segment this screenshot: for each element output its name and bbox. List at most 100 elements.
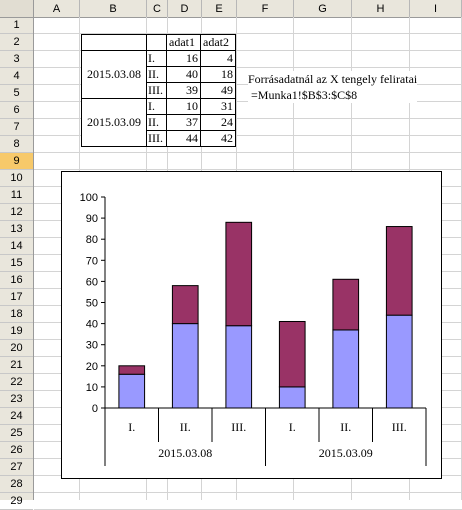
y-tick-label: 50 [86,298,98,310]
row-header-1[interactable]: 1 [0,17,33,34]
column-header-h[interactable]: H [352,0,410,17]
column-header-i[interactable]: I [410,0,462,17]
grid-line-horizontal [34,50,462,51]
value-cell[interactable]: 49 [200,82,236,99]
bar-segment-series-2 [225,221,253,327]
row-header-20[interactable]: 20 [0,340,33,357]
column-header-e[interactable]: E [202,0,237,17]
note-line-2: =Munka1!$B$3:$C$8 [251,88,358,102]
table-corner-cell[interactable] [146,34,167,51]
grid-line-horizontal [34,67,462,68]
header-adat1[interactable]: adat1 [166,34,201,51]
x-category-label: III. [392,420,407,434]
row-header-28[interactable]: 28 [0,476,33,493]
grid-line-horizontal [34,492,462,493]
value-cell[interactable]: 42 [200,130,236,147]
note-line-1: Forrásadatnál az X tengely feliratai [248,72,418,86]
row-header-19[interactable]: 19 [0,323,33,340]
x-category-label: III. [231,420,246,434]
y-tick-label: 40 [86,319,98,331]
row-header-5[interactable]: 5 [0,85,33,102]
row-header-26[interactable]: 26 [0,442,33,459]
row-header-24[interactable]: 24 [0,408,33,425]
row-header-21[interactable]: 21 [0,357,33,374]
row-header-16[interactable]: 16 [0,272,33,289]
row-header-4[interactable]: 4 [0,68,33,85]
value-cell[interactable]: 37 [166,114,201,131]
note-text[interactable]: Forrásadatnál az X tengely feliratai =Mu… [248,71,418,103]
bar-segment-series-2 [385,226,413,316]
y-tick-label: 20 [86,361,98,373]
row-header-8[interactable]: 8 [0,136,33,153]
label-cell[interactable]: II. [146,114,167,131]
label-cell[interactable]: II. [146,66,167,83]
x-category-label: II. [340,420,351,434]
bar-segment-series-2 [171,285,199,325]
chart-plot: 0 10 20 30 40 50 60 70 80 90 100 I. II. III. I. II. III.… [80,192,427,466]
grid-line-horizontal [34,33,462,34]
y-tick-label: 10 [86,382,98,394]
row-header-14[interactable]: 14 [0,238,33,255]
row-header-27[interactable]: 27 [0,459,33,476]
date-cell[interactable]: 2015.03.09 [81,98,147,147]
x-category-label: II. [180,420,191,434]
data-table: adat1 adat2 2015.03.08 I. 16 4 II. 40 18… [81,34,236,147]
row-header-23[interactable]: 23 [0,391,33,408]
row-header-22[interactable]: 22 [0,374,33,391]
value-cell[interactable]: 4 [200,50,236,67]
row-header-12[interactable]: 12 [0,204,33,221]
bar-segment-series-1 [118,373,146,409]
column-header-g[interactable]: G [294,0,352,17]
y-tick-label: 30 [86,340,98,352]
date-cell[interactable]: 2015.03.08 [81,50,147,99]
y-tick-label: 100 [80,192,98,204]
row-header-2[interactable]: 2 [0,34,33,51]
row-header-18[interactable]: 18 [0,306,33,323]
value-cell[interactable]: 44 [166,130,201,147]
label-cell[interactable]: I. [146,50,167,67]
row-header-3[interactable]: 3 [0,51,33,68]
y-tick-label: 70 [86,255,98,267]
bar-segment-series-1 [278,386,306,409]
row-header-9[interactable]: 9 [0,153,33,170]
row-header-11[interactable]: 11 [0,187,33,204]
bar-segment-series-2 [332,278,360,331]
label-cell[interactable]: I. [146,98,167,115]
label-cell[interactable]: III. [146,130,167,147]
x-group-label: 2015.03.09 [319,446,373,460]
value-cell[interactable]: 24 [200,114,236,131]
label-cell[interactable]: III. [146,82,167,99]
row-header-6[interactable]: 6 [0,102,33,119]
row-header-29[interactable]: 29 [0,493,33,510]
column-header-d[interactable]: D [168,0,202,17]
row-header-13[interactable]: 13 [0,221,33,238]
row-header-15[interactable]: 15 [0,255,33,272]
value-cell[interactable]: 10 [166,98,201,115]
grid-line-horizontal [34,152,462,153]
header-adat2[interactable]: adat2 [200,34,236,51]
row-header-25[interactable]: 25 [0,425,33,442]
value-cell[interactable]: 31 [200,98,236,115]
bar-segment-series-1 [225,325,253,409]
bar-segment-series-2 [278,320,306,388]
column-header-f[interactable]: F [237,0,294,17]
grid-line-horizontal [34,135,462,136]
bar-segment-series-1 [332,329,360,409]
row-header-7[interactable]: 7 [0,119,33,136]
stacked-column-chart[interactable]: 0 10 20 30 40 50 60 70 80 90 100 I. II. III. I. II. III.… [61,171,442,479]
table-corner-cell[interactable] [81,34,147,51]
bar-segment-series-1 [385,314,413,409]
select-all-corner[interactable] [0,0,34,18]
row-header-17[interactable]: 17 [0,289,33,306]
row-header-10[interactable]: 10 [0,170,33,187]
value-cell[interactable]: 16 [166,50,201,67]
value-cell[interactable]: 18 [200,66,236,83]
y-tick-label: 90 [86,213,98,225]
column-header-c[interactable]: C [147,0,168,17]
column-header-a[interactable]: A [34,0,80,17]
column-header-b[interactable]: B [80,0,147,17]
row-header-bar [0,0,34,500]
value-cell[interactable]: 39 [166,82,201,99]
value-cell[interactable]: 40 [166,66,201,83]
